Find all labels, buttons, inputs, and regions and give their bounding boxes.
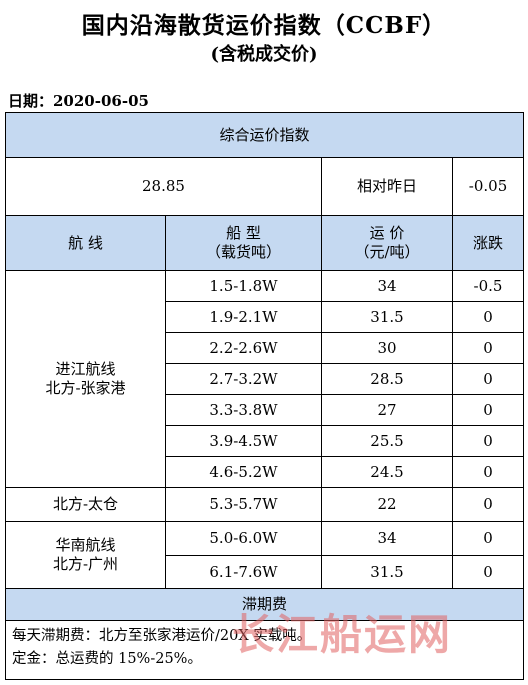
ship-type-cell: 5.3-5.7W	[165, 487, 322, 522]
relative-value: -0.05	[451, 157, 525, 216]
report-date: 日期：2020-06-05	[8, 92, 149, 110]
ship-type-cell: 1.5-1.8W	[165, 270, 322, 302]
route-line2: 北方-张家港	[45, 379, 126, 397]
price-cell: 28.5	[321, 363, 453, 395]
price-cell: 24.5	[321, 456, 453, 488]
relative-label: 相对昨日	[321, 157, 453, 216]
ship-type-line2: （载货吨）	[205, 243, 281, 261]
change-cell: 0	[451, 521, 525, 556]
table-row: 北方-太仓 5.3-5.7W 22 0	[5, 487, 525, 522]
page-title: 国内沿海散货运价指数（CCBF）	[81, 12, 447, 39]
table-row: 华南航线 北方-广州 5.0-6.0W 34 0	[5, 521, 525, 589]
table-row: 2.7-3.2W 28.5 0	[6, 363, 525, 395]
ship-type-cell: 1.9-2.1W	[165, 301, 322, 333]
price-cell: 34	[321, 521, 453, 556]
table-row: 进江航线 北方-张家港 1.5-1.8W 34 -0.5	[5, 270, 525, 488]
change-cell: 0	[451, 555, 525, 589]
change-cell: 0	[451, 332, 525, 364]
price-cell: 31.5	[321, 301, 453, 333]
ship-type-cell: 3.3-3.8W	[165, 394, 322, 426]
ship-type-cell: 2.2-2.6W	[165, 332, 322, 364]
composite-index-value: 28.85	[5, 157, 322, 216]
ship-type-cell: 2.7-3.2W	[165, 363, 322, 395]
ship-type-line1: 船 型	[226, 224, 261, 243]
demurrage-line1: 每天滞期费：北方至张家港运价/20X 实载吨。	[12, 628, 312, 644]
route-line1: 华南航线	[55, 536, 116, 555]
table-row: 3.3-3.8W 27 0	[6, 394, 525, 426]
demurrage-note: 每天滞期费：北方至张家港运价/20X 实载吨。 定金：总运费的 15%-25%。	[4, 620, 525, 680]
change-cell: 0	[451, 363, 525, 395]
change-cell: 0	[451, 456, 525, 488]
table-row: 3.9-4.5W 25.5 0	[6, 425, 525, 457]
table-row: 1.9-2.1W 31.5 0	[6, 301, 525, 333]
price-cell: 30	[321, 332, 453, 364]
route-cell-south-china: 华南航线 北方-广州	[5, 521, 166, 589]
price-cell: 27	[321, 394, 453, 426]
column-header-change: 涨跌	[451, 215, 525, 271]
change-cell: -0.5	[451, 270, 525, 302]
page-subtitle: (含税成交价)	[210, 44, 318, 65]
ship-type-cell: 4.6-5.2W	[165, 456, 322, 488]
ship-type-cell: 6.1-7.6W	[165, 555, 322, 589]
price-cell: 25.5	[321, 425, 453, 457]
ship-type-cell: 5.0-6.0W	[165, 521, 322, 556]
change-cell: 0	[451, 301, 525, 333]
deposit-line: 定金：总运费的 15%-25%。	[12, 651, 202, 668]
change-cell: 0	[451, 425, 525, 457]
freight-index-table: 综合运价指数 28.85 相对昨日 -0.05 航 线 船 型 （载货吨） 运 …	[4, 112, 525, 680]
price-line1: 运 价	[369, 224, 405, 243]
column-header-ship-type: 船 型 （载货吨）	[165, 215, 322, 271]
column-header-route: 航 线	[5, 215, 166, 271]
route-cell-yangtze: 进江航线 北方-张家港	[5, 270, 166, 488]
price-cell: 22	[321, 487, 453, 522]
column-header-price: 运 价 （元/吨）	[321, 215, 453, 271]
route-line1: 进江航线	[55, 360, 116, 379]
demurrage-header: 滞期费	[4, 588, 525, 621]
route-line2: 北方-广州	[52, 555, 119, 573]
route-cell-taicang: 北方-太仓	[5, 487, 166, 522]
ship-type-cell: 3.9-4.5W	[165, 425, 322, 457]
change-cell: 0	[451, 487, 525, 522]
price-cell: 34	[321, 270, 453, 302]
change-cell: 0	[451, 394, 525, 426]
price-line2: （元/吨）	[354, 243, 420, 261]
price-cell: 31.5	[321, 555, 453, 589]
composite-index-header: 综合运价指数	[4, 112, 525, 158]
table-row: 6.1-7.6W 31.5 0	[6, 555, 525, 589]
